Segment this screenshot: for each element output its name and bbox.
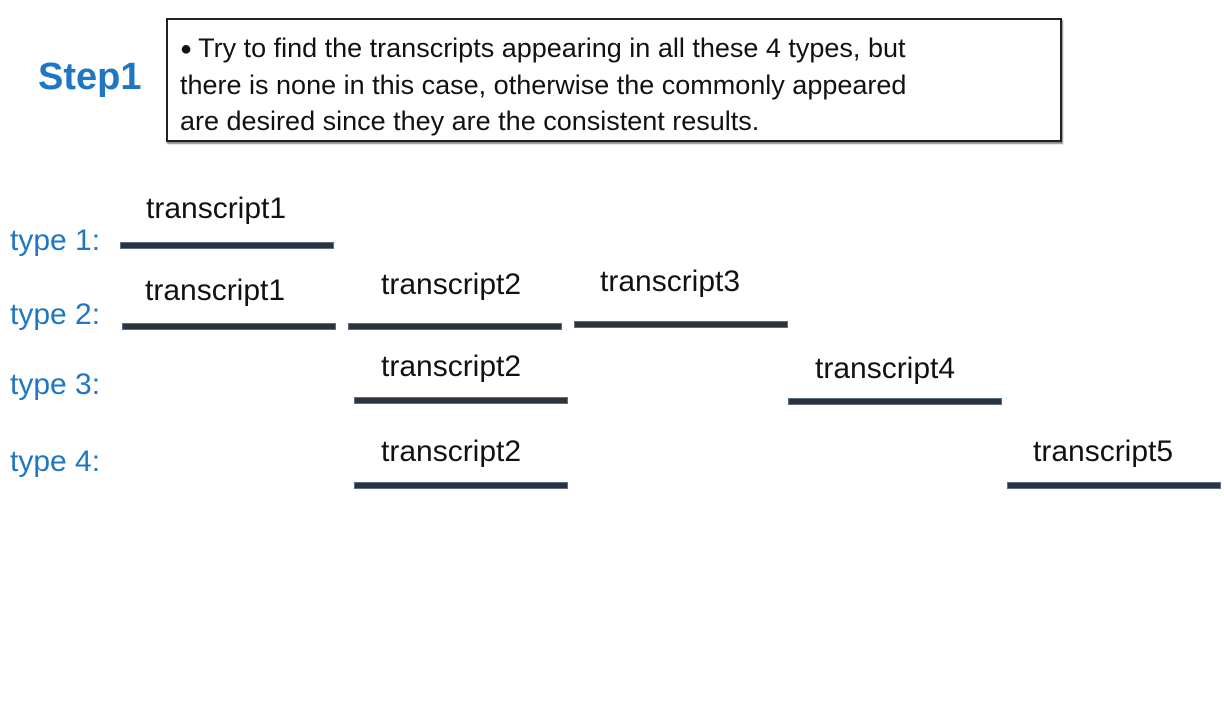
type-4-label: type 4:	[10, 445, 101, 478]
type-2-transcript3-label: transcript3	[600, 265, 741, 298]
type-4-transcript5-label: transcript5	[1033, 435, 1174, 468]
type-4-transcript2-label: transcript2	[381, 435, 522, 468]
type-1-label: type 1:	[10, 224, 101, 257]
type-2-transcript1-bar	[122, 323, 336, 330]
type-1-transcript1-bar	[120, 242, 334, 249]
type-2-label: type 2:	[10, 298, 101, 331]
type-3-label: type 3:	[10, 368, 101, 401]
type-2-transcript2-label: transcript2	[381, 268, 522, 301]
type-4-transcript5-bar	[1007, 482, 1221, 489]
note-text-1: Try to find the transcripts appearing in…	[198, 33, 906, 63]
note-line-1: ● Try to find the transcripts appearing i…	[180, 30, 1048, 67]
type-3-transcript2-bar	[354, 397, 568, 404]
note-box: ● Try to find the transcripts appearing i…	[166, 18, 1062, 142]
type-1-transcript1-label: transcript1	[146, 192, 287, 225]
type-3-transcript2-label: transcript2	[381, 350, 522, 383]
type-4-transcript2-bar	[354, 482, 568, 489]
type-3-transcript4-label: transcript4	[815, 352, 956, 385]
type-2-transcript3-bar	[574, 321, 788, 328]
step-title: Step1	[38, 56, 142, 98]
note-line-2: there is none in this case, otherwise th…	[180, 70, 907, 100]
type-3-transcript4-bar	[788, 398, 1002, 405]
type-2-transcript2-bar	[348, 323, 562, 330]
note-line-3: are desired since they are the consisten…	[180, 106, 760, 136]
bullet-icon: ●	[180, 38, 193, 60]
type-2-transcript1-label: transcript1	[145, 274, 286, 307]
